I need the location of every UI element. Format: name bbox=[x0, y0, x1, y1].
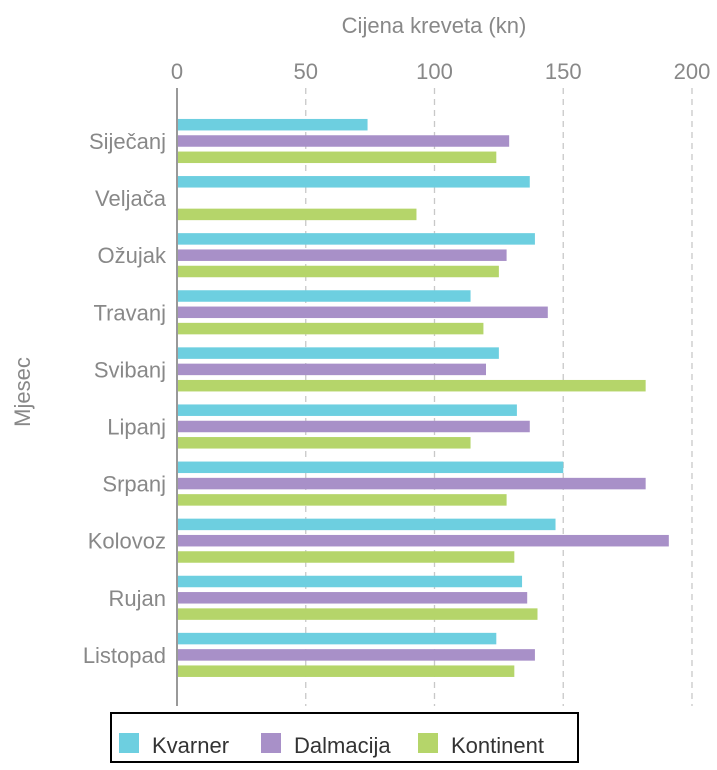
bar-dalmacija-2 bbox=[177, 249, 507, 261]
bar-dalmacija-0 bbox=[177, 135, 510, 147]
bar-kvarner-3 bbox=[177, 290, 471, 302]
bar-kontinent-1 bbox=[177, 208, 417, 221]
bar-kontinent-2 bbox=[177, 265, 499, 278]
bar-kvarner-6 bbox=[177, 461, 564, 474]
legend-box bbox=[110, 712, 579, 763]
legend-label-dalmacija: Dalmacija bbox=[294, 733, 391, 758]
bar-kontinent-3 bbox=[177, 322, 484, 335]
bar-dalmacija-5 bbox=[177, 420, 530, 433]
legend-items: Kvarner Dalmacija Kontinent bbox=[119, 733, 544, 758]
x-tick-label-0: 0 bbox=[171, 59, 183, 84]
bar-kvarner-0 bbox=[177, 118, 368, 131]
category-label-1: Veljača bbox=[95, 186, 167, 211]
bar-dalmacija-3 bbox=[177, 306, 548, 319]
bar-dalmacija-6 bbox=[177, 477, 646, 490]
category-label-4: Svibanj bbox=[94, 357, 166, 382]
bars bbox=[177, 118, 669, 677]
x-tick-label-1: 50 bbox=[294, 59, 318, 84]
y-axis-title: Mjesec bbox=[10, 357, 35, 427]
category-label-6: Srpanj bbox=[102, 472, 166, 497]
bar-kvarner-8 bbox=[177, 575, 523, 588]
bar-kvarner-1 bbox=[177, 176, 530, 188]
category-label-0: Siječanj bbox=[89, 129, 166, 154]
bar-kontinent-5 bbox=[177, 437, 471, 449]
category-label-9: Listopad bbox=[83, 643, 166, 668]
bar-kvarner-4 bbox=[177, 347, 499, 359]
bar-dalmacija-4 bbox=[177, 363, 486, 376]
bar-kontinent-4 bbox=[177, 379, 646, 392]
legend-swatch-kvarner bbox=[119, 733, 139, 753]
bar-dalmacija-7 bbox=[177, 534, 669, 547]
x-axis-title: Cijena kreveta (kn) bbox=[342, 13, 527, 38]
legend-swatch-dalmacija bbox=[261, 733, 281, 753]
category-label-5: Lipanj bbox=[107, 415, 166, 440]
grid-lines bbox=[305, 88, 693, 706]
category-label-3: Travanj bbox=[93, 300, 166, 325]
bar-kvarner-5 bbox=[177, 404, 517, 416]
category-label-2: Ožujak bbox=[98, 243, 167, 268]
x-tick-labels: 0 50 100 150 200 bbox=[171, 59, 710, 84]
x-tick-label-4: 200 bbox=[674, 59, 711, 84]
legend-label-kvarner: Kvarner bbox=[152, 733, 229, 758]
x-tick-label-2: 100 bbox=[416, 59, 453, 84]
legend: Kvarner Dalmacija Kontinent bbox=[110, 712, 579, 763]
bar-kontinent-9 bbox=[177, 665, 515, 677]
bar-kvarner-2 bbox=[177, 233, 535, 245]
bar-kontinent-8 bbox=[177, 608, 538, 620]
category-label-7: Kolovoz bbox=[88, 529, 166, 554]
category-labels: Siječanj Veljača Ožujak Travanj Svibanj Lipan… bbox=[83, 129, 167, 668]
bar-dalmacija-9 bbox=[177, 649, 535, 661]
legend-swatch-kontinent bbox=[418, 733, 438, 753]
bar-kontinent-6 bbox=[177, 494, 507, 506]
bar-kontinent-7 bbox=[177, 551, 515, 563]
bar-dalmacija-8 bbox=[177, 592, 528, 604]
bar-kontinent-0 bbox=[177, 151, 497, 164]
bar-kvarner-9 bbox=[177, 632, 497, 645]
legend-label-kontinent: Kontinent bbox=[451, 733, 544, 758]
category-label-8: Rujan bbox=[109, 586, 166, 611]
x-tick-label-3: 150 bbox=[545, 59, 582, 84]
bar-kvarner-7 bbox=[177, 518, 556, 531]
